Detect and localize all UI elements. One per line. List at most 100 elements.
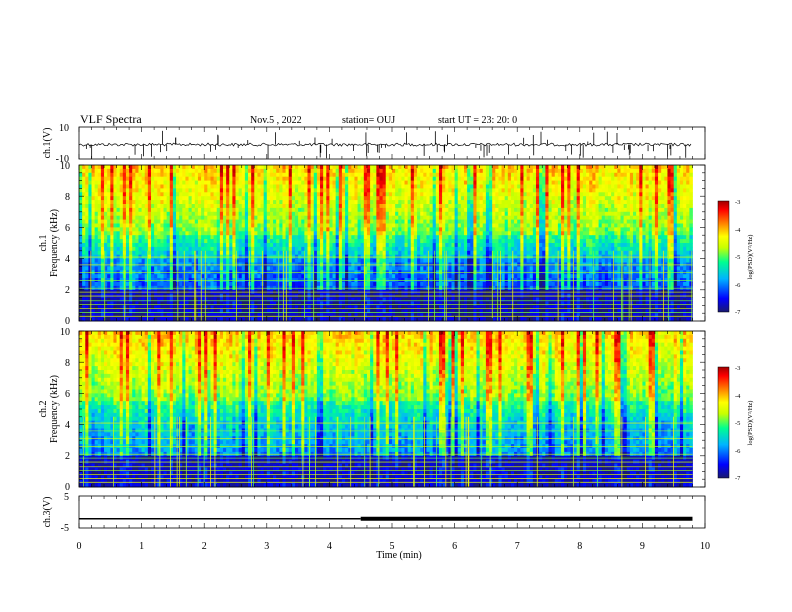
spectrogram-cell <box>642 223 646 228</box>
spectrogram-cell <box>648 176 653 181</box>
spectrogram-cell <box>276 235 280 240</box>
spectrogram-cell <box>548 196 553 201</box>
spectrogram-cell <box>567 184 571 189</box>
spectrogram-cell <box>407 211 412 217</box>
spectrogram-cell <box>235 211 240 217</box>
spectrogram-cell <box>154 227 158 232</box>
spectrogram-cell <box>269 196 274 201</box>
spectrogram-cell <box>144 250 149 256</box>
spectrogram-cell <box>294 165 299 170</box>
spectrogram-cell <box>204 215 208 220</box>
spectrogram-cell <box>216 172 221 178</box>
spectrogram-cell <box>79 165 83 170</box>
spectrogram-cell <box>658 243 662 248</box>
spectrogram-cell <box>313 172 318 178</box>
spectrogram-cell <box>379 227 384 232</box>
spectrogram-cell <box>573 235 578 240</box>
spectrogram-cell <box>329 231 333 236</box>
spectrogram-cell <box>633 207 637 213</box>
spectrogram-cell <box>197 258 202 263</box>
spectrogram-cell <box>370 168 374 174</box>
spectrogram-cell <box>451 196 455 201</box>
spectrogram-cell <box>219 211 224 217</box>
spectrogram-cell <box>435 219 440 224</box>
spectrogram-cell <box>169 223 174 228</box>
spectrogram-cell <box>385 231 390 236</box>
spectrogram-cell <box>604 231 609 236</box>
spectrogram-cell <box>586 196 590 201</box>
spectrogram-cell <box>489 246 493 252</box>
spectrogram-cell <box>514 215 518 220</box>
spectrogram-cell <box>222 176 227 181</box>
spectrogram-cell <box>88 235 92 240</box>
spectrogram-cell <box>282 239 286 244</box>
spectrogram-cell <box>614 239 618 244</box>
spectrogram-cell <box>176 196 180 201</box>
spectrogram-cell <box>426 192 430 197</box>
spectrogram-cell <box>263 215 268 220</box>
spectrogram-cell <box>254 239 258 244</box>
spectrogram-cell <box>257 227 261 232</box>
spectrogram-cell <box>661 219 665 224</box>
spectrogram-cell <box>601 184 606 189</box>
spectrogram-cell <box>216 223 221 228</box>
spectrogram-cell <box>229 207 233 213</box>
spectrogram-cell <box>154 239 158 244</box>
spectrogram-cell <box>323 231 327 236</box>
spectrogram-cell <box>326 235 330 240</box>
spectrogram-cell <box>654 192 659 197</box>
spectrogram-cell <box>313 211 318 217</box>
spectrogram-cell <box>539 243 543 248</box>
spectrogram-cell <box>276 223 280 228</box>
spectrogram-cell <box>379 215 384 220</box>
spectrogram-cell <box>392 200 396 205</box>
spectrogram-cell <box>426 211 430 217</box>
spectrogram-cell <box>473 192 477 197</box>
spectrogram-cell <box>501 207 506 213</box>
spectrogram-cell <box>607 204 612 209</box>
spectrogram-cell <box>633 188 637 193</box>
spectrogram-cell <box>216 231 221 236</box>
spectrogram-cell <box>598 219 603 224</box>
spectrogram-cell <box>332 258 337 263</box>
spectrogram-cell <box>482 184 487 189</box>
spectrogram-cell <box>542 223 546 228</box>
spectrogram-cell <box>144 204 149 209</box>
spectrogram-cell <box>457 200 462 205</box>
spectrogram-cell <box>232 180 236 185</box>
spectrogram-cell <box>661 215 665 220</box>
spectrogram-cell <box>667 204 671 209</box>
spectrogram-cell <box>595 172 599 178</box>
spectrogram-cell <box>589 184 593 189</box>
spectrogram-cell <box>398 215 402 220</box>
spectrogram-cell <box>410 188 415 193</box>
spectrogram-cell <box>226 196 230 201</box>
spectrogram-cell <box>213 188 218 193</box>
spectrogram-cell <box>85 235 89 240</box>
spectrogram-cell <box>323 188 327 193</box>
spectrogram-cell <box>489 235 493 240</box>
spectrogram-cell <box>388 219 393 224</box>
spectrogram-cell <box>407 168 412 174</box>
spectrogram-cell <box>88 184 92 189</box>
spectrogram-cell <box>507 231 512 236</box>
spectrogram-cell <box>222 219 227 224</box>
spectrogram-cell <box>626 200 631 205</box>
spectrogram-cell <box>395 223 399 228</box>
spectrogram-cell <box>645 184 650 189</box>
spectrogram-cell <box>479 239 484 244</box>
spectrogram-cell <box>642 180 646 185</box>
spectrogram-cell <box>482 227 487 232</box>
spectrogram-cell <box>442 223 446 228</box>
spectrogram-cell <box>310 258 315 263</box>
spectrogram-cell <box>413 176 418 181</box>
spectrogram-cell <box>683 231 687 236</box>
spectrogram-cell <box>495 211 499 217</box>
spectrogram-cell <box>438 180 443 185</box>
spectrogram-cell <box>373 207 377 213</box>
spectrogram-cell <box>489 196 493 201</box>
spectrogram-cell <box>417 211 421 217</box>
spectrogram-cell <box>554 227 559 232</box>
spectrogram-cell <box>138 168 142 174</box>
spectrogram-cell <box>532 180 537 185</box>
